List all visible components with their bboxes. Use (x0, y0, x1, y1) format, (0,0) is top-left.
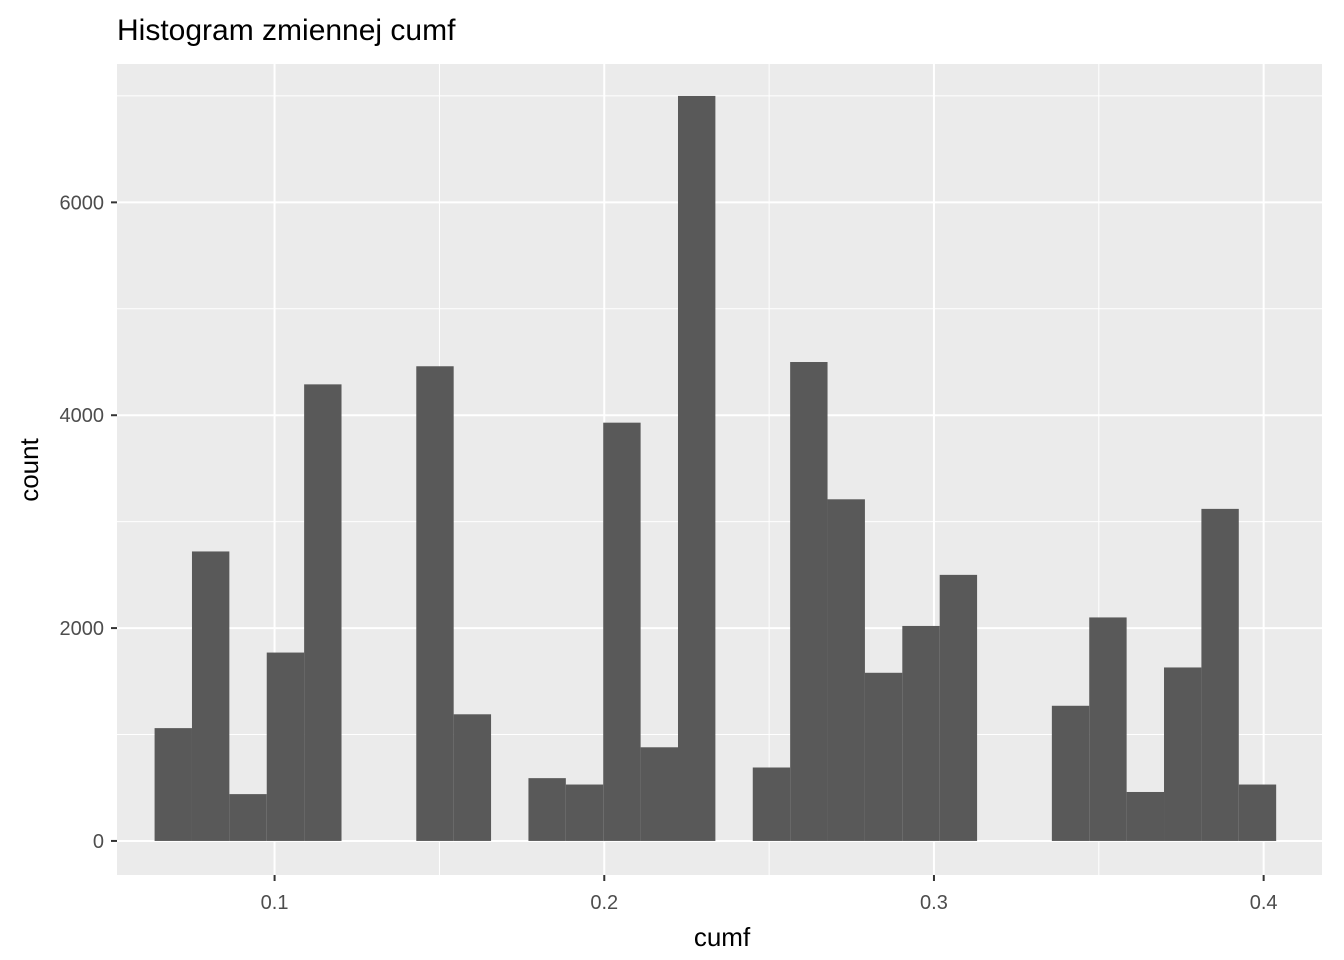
histogram-bar (1164, 667, 1202, 841)
y-tick-label: 0 (93, 831, 104, 853)
y-axis-ticks: 0 2000 4000 6000 (60, 192, 117, 853)
histogram-bar (565, 784, 604, 841)
histogram-bar (154, 728, 192, 841)
histogram-bar (191, 551, 230, 841)
histogram-bar (266, 652, 305, 841)
histogram-bar (1126, 791, 1165, 841)
x-tick-label: 0.2 (590, 892, 618, 914)
x-tick-label: 0.3 (920, 892, 948, 914)
histogram-bar (902, 625, 940, 841)
x-tick-label: 0.1 (261, 892, 289, 914)
histogram-bar (603, 422, 641, 841)
histogram-bar (939, 574, 978, 841)
histogram-bars (154, 95, 1277, 841)
histogram-bar (790, 362, 828, 841)
histogram-bar (1238, 784, 1277, 841)
x-axis-ticks: 0.1 0.2 0.3 0.4 (261, 875, 1278, 914)
y-axis-label: count (14, 437, 44, 501)
histogram-bar (640, 747, 678, 841)
x-axis-label: cumf (694, 922, 751, 952)
histogram-bar (677, 95, 716, 841)
y-tick-label: 6000 (60, 192, 105, 214)
histogram-bar (528, 778, 566, 841)
x-tick-label: 0.4 (1250, 892, 1278, 914)
histogram-bar (229, 794, 267, 841)
histogram-bar (1051, 705, 1090, 841)
histogram-bar (453, 714, 492, 841)
histogram-bar (1089, 617, 1127, 841)
y-tick-label: 2000 (60, 618, 105, 640)
histogram-bar (752, 767, 791, 841)
histogram-bar (416, 366, 454, 841)
histogram-bar (1201, 508, 1239, 841)
histogram-bar (864, 672, 903, 841)
histogram-bar (827, 499, 865, 841)
histogram-bar (304, 384, 342, 841)
chart-title: Histogram zmiennej cumf (117, 14, 456, 47)
y-tick-label: 4000 (60, 405, 105, 427)
